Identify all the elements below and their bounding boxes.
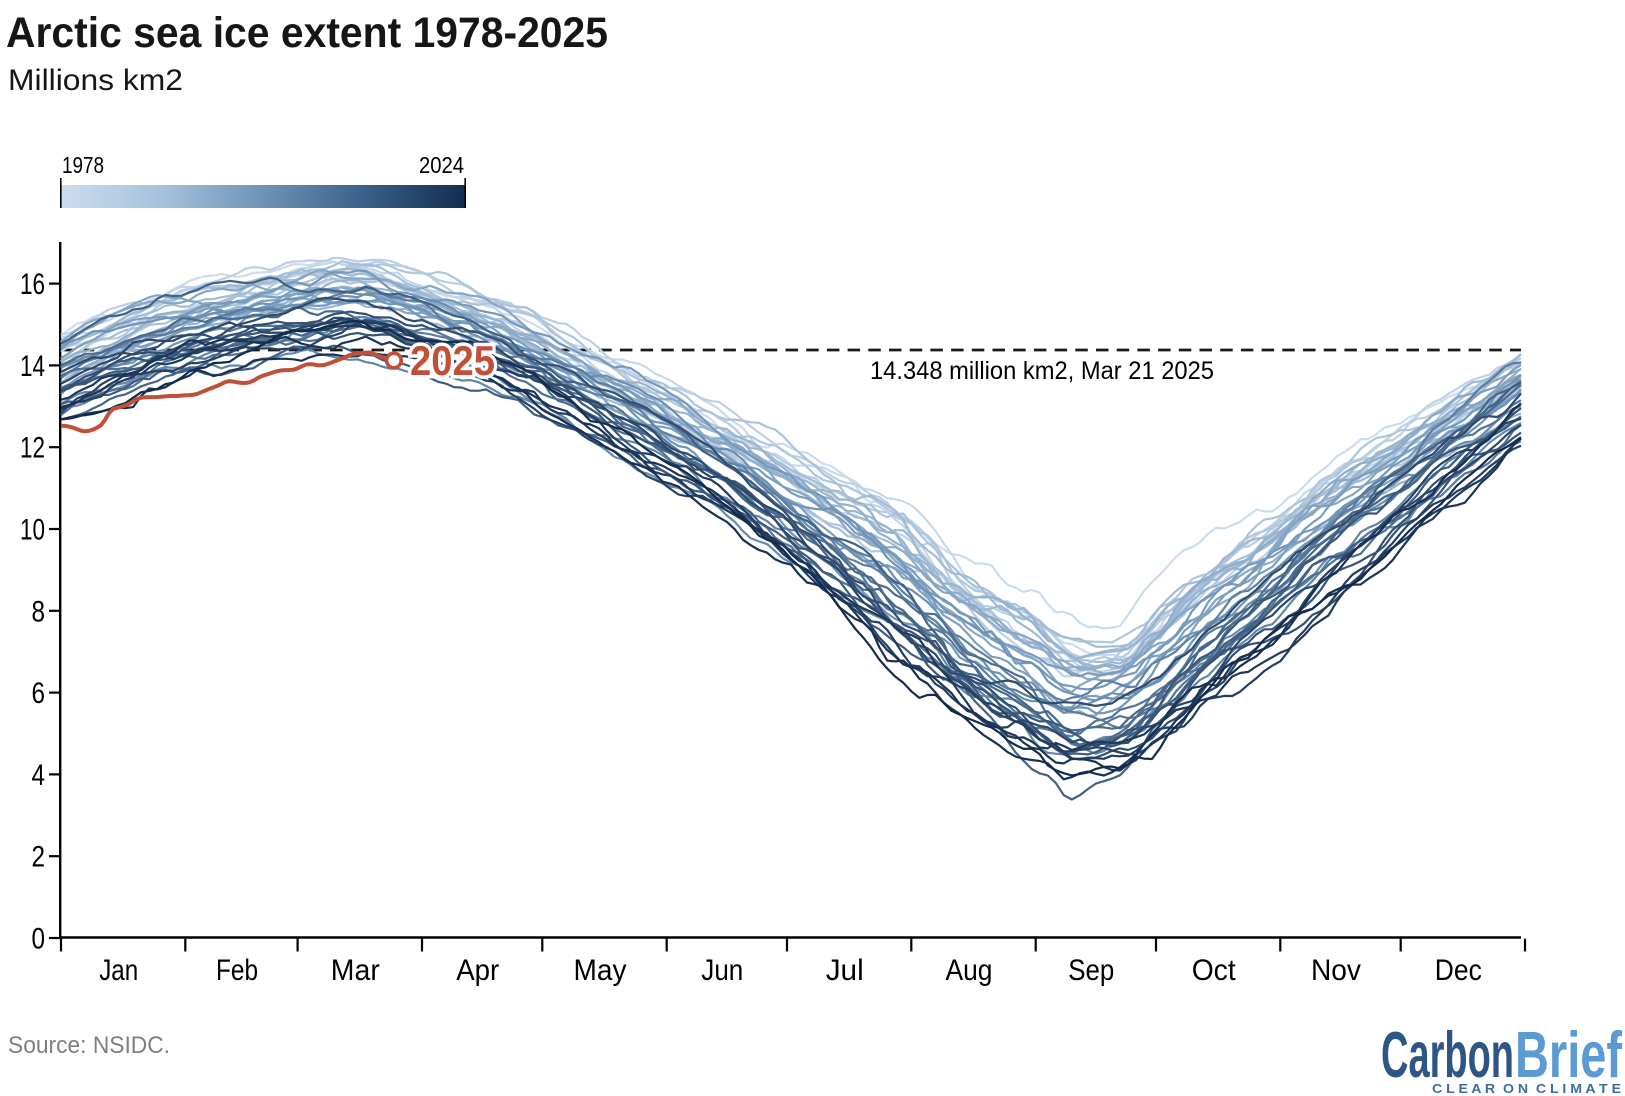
svg-text:Arctic sea ice extent 1978-202: Arctic sea ice extent 1978-2025 — [6, 9, 608, 57]
svg-text:Source: NSIDC.: Source: NSIDC. — [8, 1032, 170, 1059]
svg-text:Dec: Dec — [1435, 954, 1482, 987]
svg-text:2: 2 — [32, 841, 46, 874]
svg-text:Apr: Apr — [456, 954, 499, 987]
svg-text:Oct: Oct — [1192, 954, 1237, 987]
svg-text:Jan: Jan — [99, 954, 138, 987]
svg-text:12: 12 — [20, 432, 45, 465]
svg-text:Nov: Nov — [1311, 954, 1361, 987]
svg-text:Millions km2: Millions km2 — [8, 64, 183, 97]
svg-text:C L E A R O N C L I M A T E: C L E A R O N C L I M A T E — [1432, 1081, 1621, 1096]
svg-text:2024: 2024 — [419, 152, 464, 178]
svg-text:14.348 million km2, Mar 21 202: 14.348 million km2, Mar 21 2025 — [870, 357, 1214, 385]
svg-text:Mar: Mar — [331, 954, 380, 987]
svg-text:4: 4 — [32, 759, 46, 792]
svg-text:Jun: Jun — [701, 954, 743, 987]
svg-text:16: 16 — [20, 268, 45, 301]
svg-text:14: 14 — [20, 350, 45, 383]
svg-text:1978: 1978 — [62, 152, 104, 178]
svg-text:6: 6 — [32, 677, 46, 710]
svg-text:May: May — [574, 954, 627, 987]
svg-text:0: 0 — [32, 923, 46, 956]
svg-text:Jul: Jul — [826, 954, 864, 987]
svg-text:Aug: Aug — [946, 954, 993, 987]
svg-text:Carbon: Carbon — [1381, 1018, 1514, 1091]
svg-text:Sep: Sep — [1068, 954, 1114, 987]
svg-text:Brief: Brief — [1515, 1018, 1622, 1091]
svg-text:8: 8 — [32, 595, 46, 628]
svg-text:2025: 2025 — [410, 337, 495, 384]
svg-text:Feb: Feb — [216, 954, 258, 987]
svg-text:10: 10 — [20, 514, 45, 547]
